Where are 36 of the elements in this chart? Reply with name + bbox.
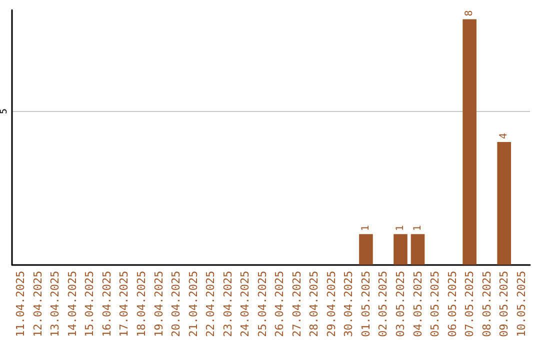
x-tick-label: 22.04.2025: [204, 270, 218, 338]
data-label: 1: [412, 225, 424, 232]
x-tick-label: 29.04.2025: [324, 270, 338, 338]
x-tick-label: 05.05.2025: [428, 270, 442, 338]
x-tick-label: 11.04.2025: [14, 270, 28, 338]
x-tick-label: 03.05.2025: [394, 270, 407, 338]
x-tick-label: 21.04.2025: [186, 270, 200, 338]
y-tick-label: 5: [0, 108, 10, 114]
x-tick-label: 01.05.2025: [359, 270, 372, 338]
x-tick-label: 07.05.2025: [463, 270, 476, 338]
data-label: 1: [395, 225, 406, 232]
x-tick-label: 12.04.2025: [31, 270, 44, 338]
x-tick-label: 17.04.2025: [118, 270, 131, 338]
x-tick-label: 09.05.2025: [498, 270, 511, 338]
x-tick-label: 06.05.2025: [446, 270, 459, 338]
x-tick-label: 13.04.2025: [48, 270, 62, 338]
x-tick-label: 24.04.2025: [238, 270, 252, 338]
x-tick-label: 26.04.2025: [273, 270, 286, 338]
x-tick-label: 25.04.2025: [256, 270, 269, 338]
x-tick-label: 15.04.2025: [83, 270, 96, 338]
x-tick-label: 20.04.2025: [170, 270, 183, 338]
x-tick-label: 10.05.2025: [514, 270, 528, 338]
data-label: 4: [498, 132, 510, 139]
x-tick-label: 08.05.2025: [480, 270, 494, 338]
x-tick-label: 16.04.2025: [100, 270, 114, 338]
x-tick-label: 18.04.2025: [135, 270, 148, 338]
x-tick-label: 28.04.2025: [308, 270, 321, 338]
x-tick-label: 19.04.2025: [152, 270, 166, 338]
x-tick-label: 02.05.2025: [376, 270, 390, 338]
data-label: 1: [360, 225, 372, 232]
x-tick-label: 04.05.2025: [411, 270, 424, 338]
data-label: 8: [464, 10, 476, 16]
x-tick-label: 27.04.2025: [290, 270, 304, 338]
x-tick-label: 30.04.2025: [342, 270, 356, 338]
x-tick-label: 23.04.2025: [221, 270, 234, 338]
x-tick-label: 14.04.2025: [66, 270, 79, 338]
